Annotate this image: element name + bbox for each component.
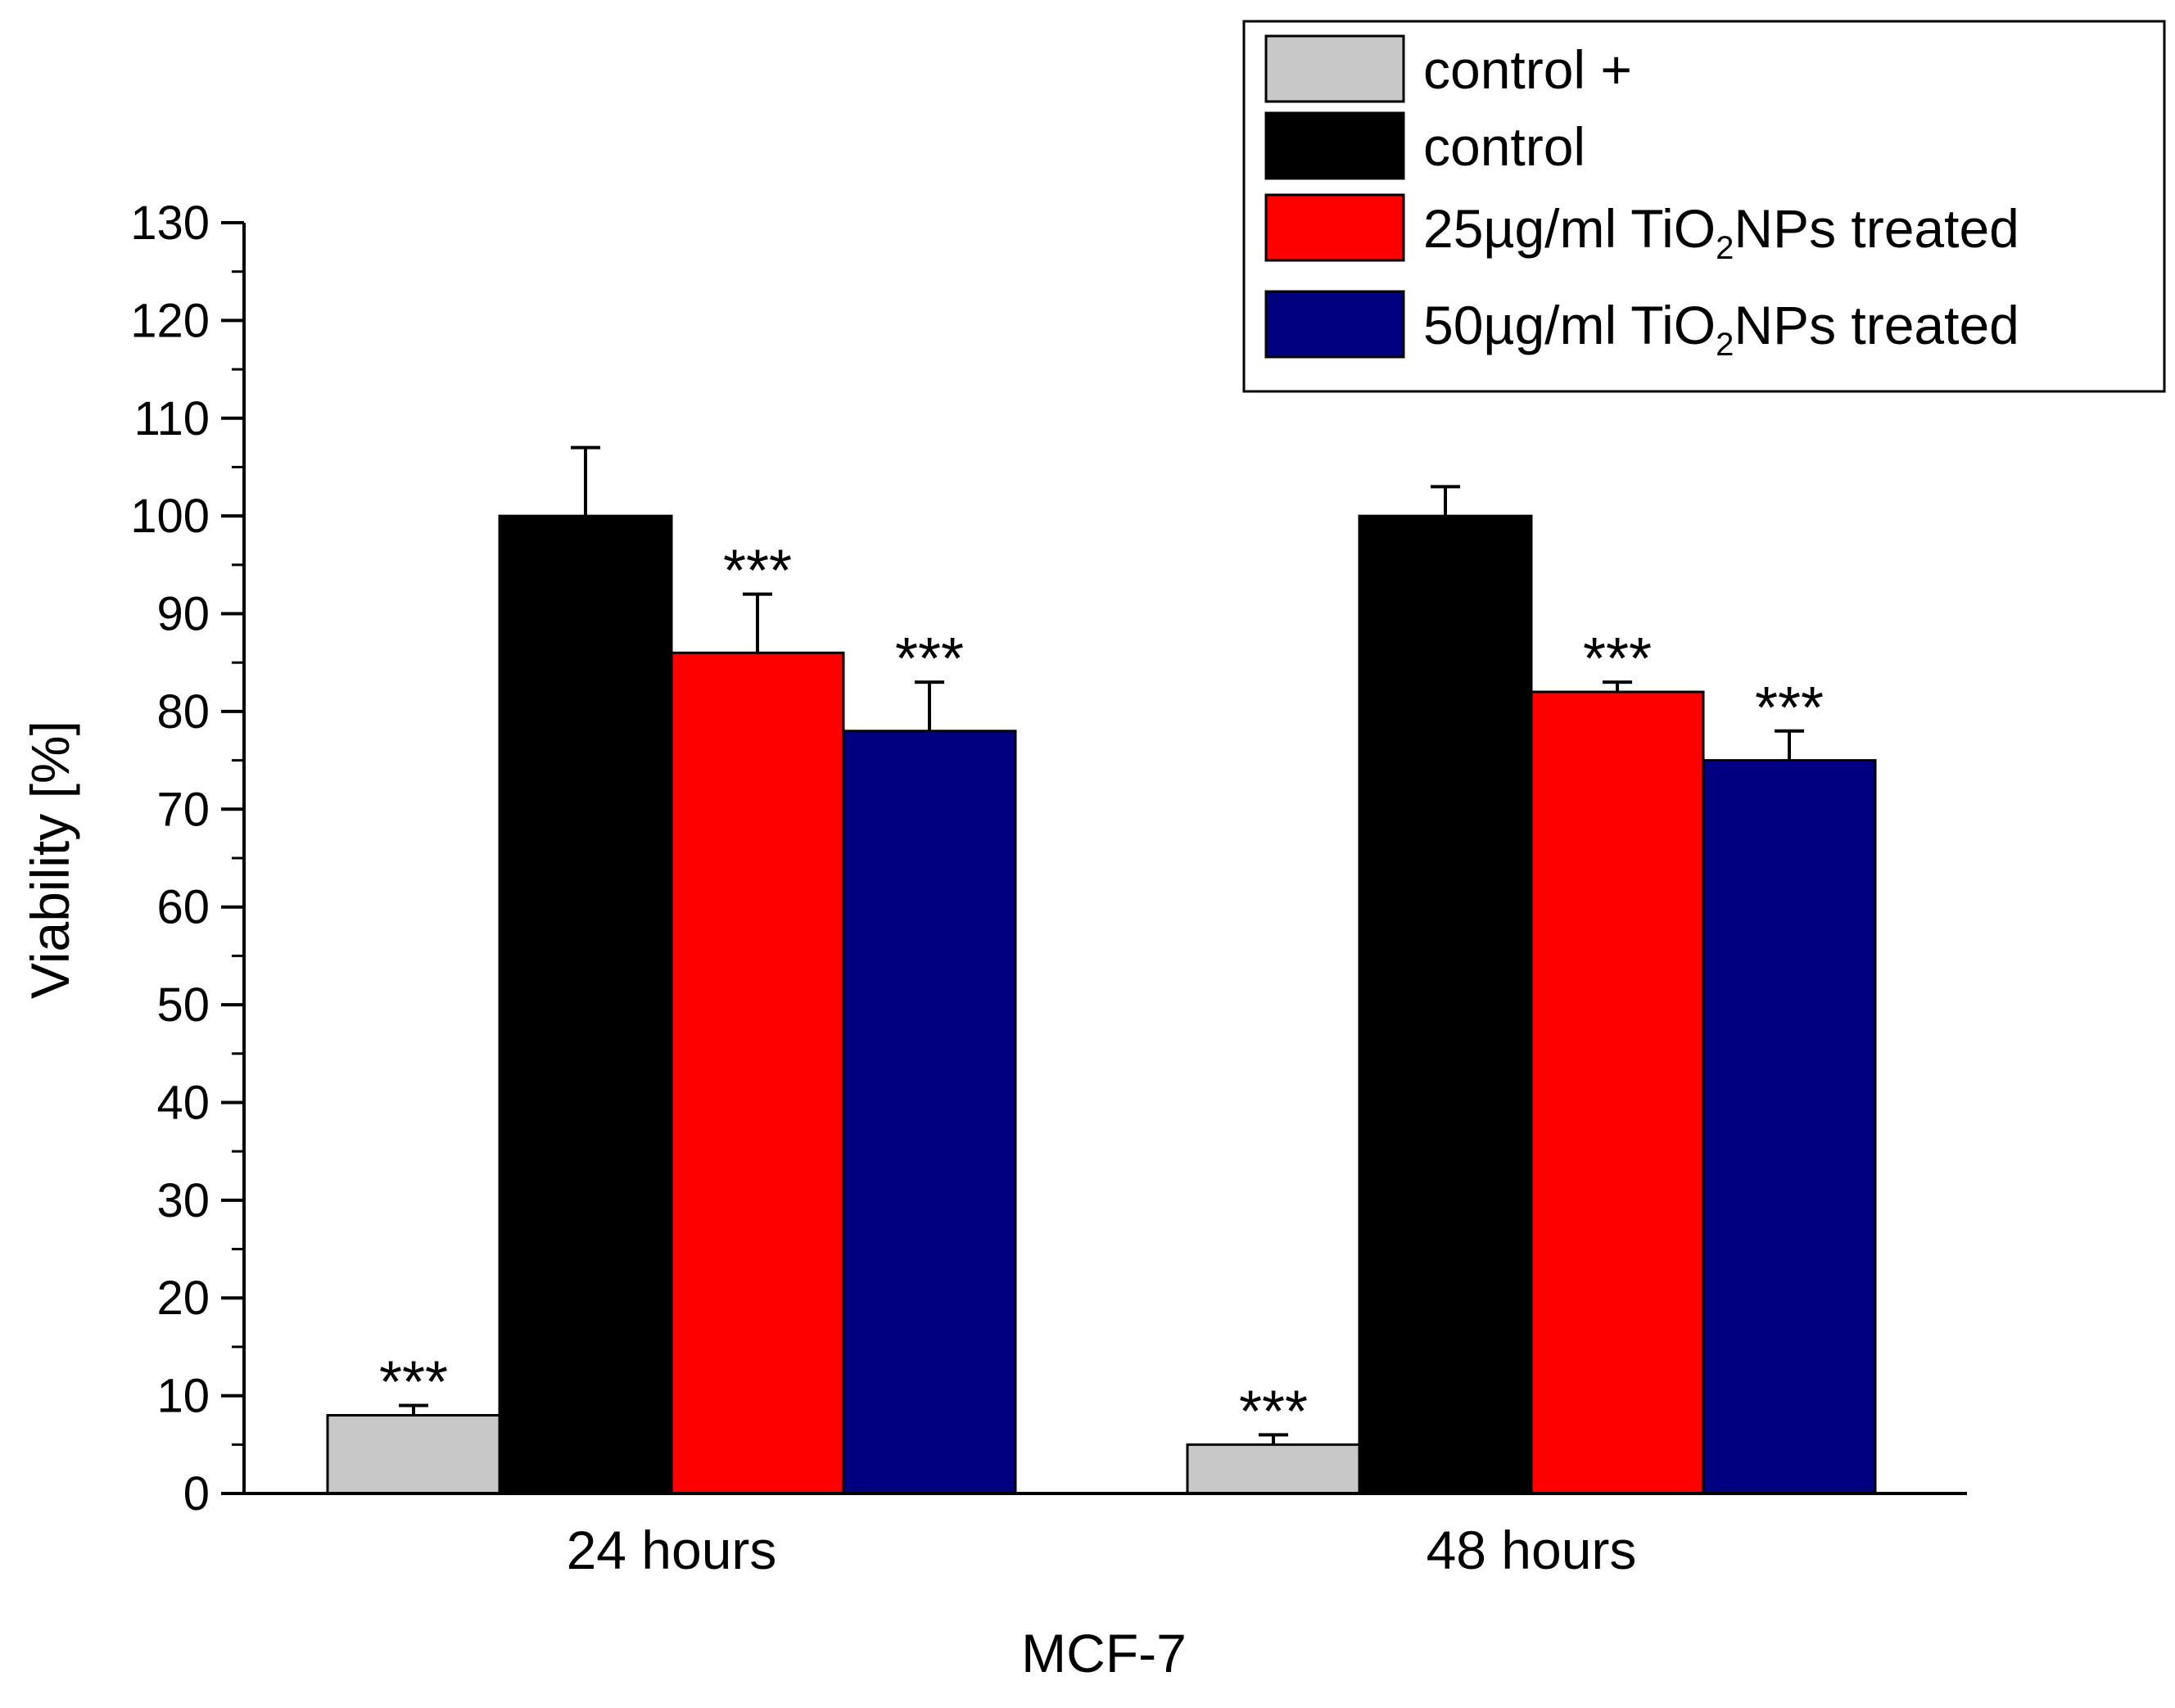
significance-label: *** [379, 1350, 448, 1416]
significance-label: *** [1583, 626, 1652, 692]
significance-label: *** [723, 539, 792, 604]
legend: control + control 25µg/ml TiO2NPs treated 5… [1242, 20, 2166, 393]
bar [1702, 759, 1877, 1495]
legend-label: 25µg/ml TiO2NPs treated [1423, 198, 2019, 266]
bar [670, 651, 845, 1495]
legend-label: control + [1423, 39, 1632, 100]
bar [1358, 514, 1533, 1495]
bar [1186, 1443, 1361, 1495]
y-tick-label: 10 [156, 1370, 210, 1423]
legend-label: control [1423, 116, 1585, 177]
y-tick-label: 50 [156, 978, 210, 1032]
x-category-label: 24 hours [567, 1520, 777, 1580]
y-tick-label: 20 [156, 1272, 210, 1325]
y-tick-label: 100 [130, 490, 210, 543]
significance-label: *** [1239, 1379, 1308, 1444]
legend-swatch [1264, 290, 1405, 359]
bar [498, 514, 673, 1495]
y-tick-label: 30 [156, 1174, 210, 1227]
legend-label: 50µg/ml TiO2NPs treated [1423, 295, 2019, 363]
y-tick-label: 120 [130, 294, 210, 347]
y-tick-label: 40 [156, 1076, 210, 1129]
legend-swatch [1264, 193, 1405, 262]
y-axis-title: Viability [%] [20, 721, 80, 999]
x-axis-title: MCF-7 [1021, 1623, 1187, 1683]
legend-swatch [1264, 34, 1405, 103]
y-tick-label: 110 [134, 392, 210, 445]
y-tick-label: 80 [156, 685, 210, 739]
x-category-label: 48 hours [1427, 1520, 1637, 1580]
category-labels: 24 hours 48 hours [567, 1520, 1637, 1580]
y-tick-label: 60 [156, 881, 210, 934]
significance-label: *** [895, 626, 964, 692]
y-tick-label: 130 [130, 197, 210, 250]
y-tick-label: 0 [183, 1467, 210, 1520]
y-tick-label: 90 [156, 588, 210, 641]
bars: *** *** *** *** *** *** [326, 445, 1877, 1495]
legend-swatch [1264, 111, 1405, 180]
y-ticks: 0 10 20 30 40 50 60 70 80 90 100 110 120 130 [130, 197, 244, 1520]
bar [326, 1413, 501, 1495]
y-tick-label: 70 [156, 783, 210, 836]
significance-label: *** [1755, 676, 1824, 741]
bar [842, 730, 1017, 1495]
bar [1530, 690, 1705, 1495]
